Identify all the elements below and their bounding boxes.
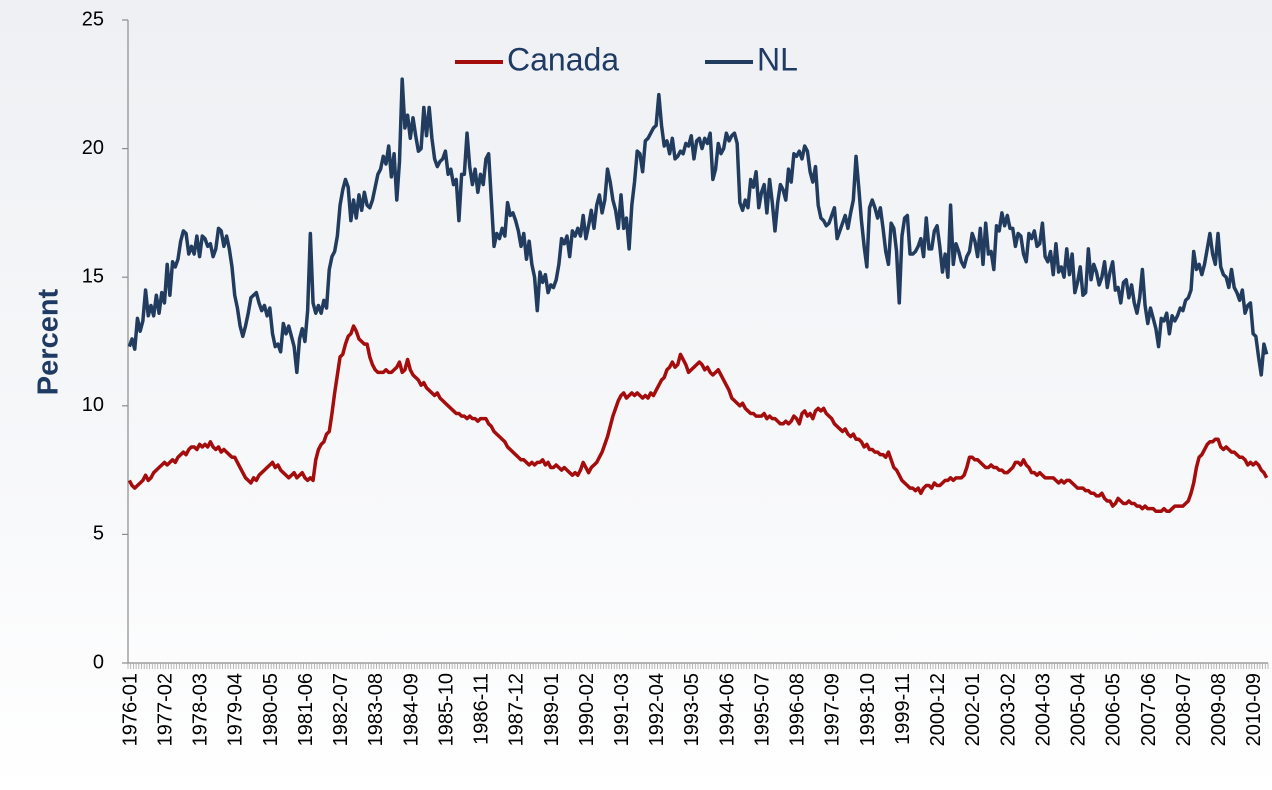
x-tick-label: 1982-07 xyxy=(330,673,352,746)
x-tick-label: 2003-02 xyxy=(997,673,1019,746)
x-tick-label: 2008-07 xyxy=(1173,673,1195,746)
x-tick-label: 1978-03 xyxy=(190,673,212,746)
x-tick-label: 2009-08 xyxy=(1208,673,1230,746)
series-line xyxy=(127,324,1269,513)
y-tick-label: 5 xyxy=(93,523,104,545)
x-tick-label: 1990-02 xyxy=(576,673,598,746)
y-tick-label: 25 xyxy=(82,8,104,30)
x-tick-label: 1977-02 xyxy=(154,673,176,746)
x-tick-label: 1987-12 xyxy=(506,673,528,746)
x-tick-label: 1985-10 xyxy=(435,673,457,746)
x-tick-label: 1994-06 xyxy=(716,673,738,746)
x-tick-label: 2000-12 xyxy=(927,673,949,746)
x-tick-label: 1997-09 xyxy=(822,673,844,746)
x-tick-label: 2007-06 xyxy=(1138,673,1160,746)
x-tick-label: 1995-07 xyxy=(751,673,773,746)
x-tick-label: 1983-08 xyxy=(365,673,387,746)
y-tick-label: 20 xyxy=(82,137,104,159)
x-tick-label: 1986-11 xyxy=(471,673,493,745)
x-tick-label: 1998-10 xyxy=(857,673,879,746)
legend-label: NL xyxy=(757,41,798,77)
y-tick-label: 15 xyxy=(82,265,104,287)
x-tick-label: 1996-08 xyxy=(787,673,809,746)
y-tick-label: 0 xyxy=(93,651,104,673)
x-tick-label: 1984-09 xyxy=(400,673,422,746)
x-tick-label: 1976-01 xyxy=(119,673,141,746)
x-tick-label: 2010-09 xyxy=(1243,673,1265,746)
x-tick-label: 1989-01 xyxy=(541,673,563,746)
x-axis-ticks xyxy=(127,663,1269,669)
y-tick-label: 10 xyxy=(82,394,104,416)
x-tick-label: 1981-06 xyxy=(295,673,317,746)
x-tick-label: 1993-05 xyxy=(681,673,703,746)
y-axis-title: Percent xyxy=(33,288,65,395)
legend-label: Canada xyxy=(507,41,619,77)
x-tick-label: 1999-11 xyxy=(892,673,914,745)
x-tick-label: 2002-01 xyxy=(962,673,984,746)
x-tick-label: 2006-05 xyxy=(1103,673,1125,746)
x-tick-label: 2004-03 xyxy=(1032,673,1054,746)
x-tick-label: 1979-04 xyxy=(225,673,247,746)
series-line xyxy=(127,77,1269,377)
x-tick-label: 1991-03 xyxy=(611,673,633,746)
x-tick-label: 1980-05 xyxy=(260,673,282,746)
x-tick-label: 2005-04 xyxy=(1068,673,1090,746)
x-tick-label: 1992-04 xyxy=(646,673,668,746)
